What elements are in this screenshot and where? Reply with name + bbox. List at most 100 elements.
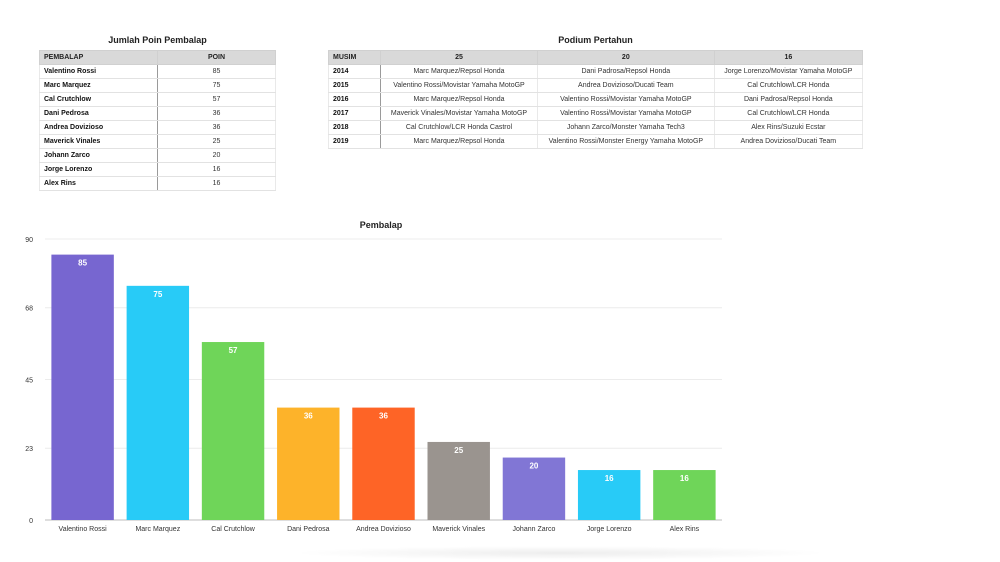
points-table-cell: 36 — [157, 106, 276, 121]
bar — [427, 441, 490, 520]
column-header-pembalap: PEMBALAP — [39, 50, 158, 65]
podium-table-cell: Dani Padrosa/Repsol Honda — [713, 92, 864, 107]
podium-table-cell: Valentino Rossi/Movistar Yamaha MotoGP — [380, 78, 538, 93]
points-table-cell: Cal Crutchlow — [39, 92, 158, 107]
background-shadow — [290, 546, 830, 560]
x-tick-label: Alex Rins — [670, 526, 700, 533]
points-table-cell: Valentino Rossi — [39, 64, 158, 79]
bar-value-label: 85 — [78, 259, 87, 268]
points-table-cell: Dani Pedrosa — [39, 106, 158, 121]
podium-table-cell: Andrea Dovizioso/Ducati Team — [713, 134, 864, 149]
bar-value-label: 57 — [229, 346, 238, 355]
bar — [126, 285, 190, 520]
points-table-row: Johann Zarco 20 — [39, 148, 276, 163]
podium-table-header-row: MUSIM 25 20 16 — [328, 50, 864, 65]
points-table-cell: Johann Zarco — [39, 148, 158, 163]
podium-table-cell: 2017 — [328, 106, 381, 121]
points-table-row: Cal Crutchlow 57 — [39, 92, 276, 107]
podium-table: MUSIM 25 20 16 2014 Marc Marquez/Repsol H… — [328, 50, 864, 149]
podium-table-cell: Valentino Rossi/Movistar Yamaha MotoGP — [536, 106, 715, 121]
bar — [653, 470, 716, 520]
podium-table-cell: Cal Crutchlow/LCR Honda — [713, 78, 864, 93]
podium-table-cell: Valentino Rossi/Movistar Yamaha MotoGP — [536, 92, 715, 107]
points-table-cell: 16 — [157, 176, 276, 191]
bar-value-label: 16 — [680, 474, 689, 483]
points-table-cell: 16 — [157, 162, 276, 177]
column-header-20: 20 — [536, 50, 715, 65]
podium-table-cell: Marc Marquez/Repsol Honda — [380, 134, 538, 149]
bar-value-label: 36 — [379, 412, 388, 421]
points-table-cell: Andrea Dovizioso — [39, 120, 158, 135]
points-table: PEMBALAP POIN Valentino Rossi 85 Marc Marq… — [39, 50, 276, 191]
points-table-cell: 25 — [157, 134, 276, 149]
x-tick-label: Dani Pedrosa — [287, 526, 330, 533]
podium-table-cell: Marc Marquez/Repsol Honda — [380, 92, 538, 107]
column-header-25: 25 — [380, 50, 538, 65]
y-tick-label: 23 — [25, 446, 33, 453]
y-tick-label: 68 — [25, 306, 33, 313]
points-table-row: Marc Marquez 75 — [39, 78, 276, 93]
x-tick-label: Maverick Vinales — [432, 526, 485, 533]
podium-table-cell: Maverick Vinales/Movistar Yamaha MotoGP — [380, 106, 538, 121]
x-tick-label: Johann Zarco — [513, 526, 556, 533]
podium-table-row: 2018 Cal Crutchlow/LCR Honda Castrol Johan… — [328, 120, 864, 135]
podium-table-row: 2019 Marc Marquez/Repsol Honda Valentino R… — [328, 134, 864, 149]
podium-table-row: 2014 Marc Marquez/Repsol Honda Dani Padros… — [328, 64, 864, 79]
points-table-cell: Jorge Lorenzo — [39, 162, 158, 177]
x-tick-label: Andrea Dovizioso — [356, 526, 411, 533]
bar — [577, 470, 641, 520]
points-table-header-row: PEMBALAP POIN — [39, 50, 276, 65]
bar-value-label: 25 — [454, 446, 463, 455]
bar-value-label: 36 — [304, 412, 313, 421]
podium-table-cell: Valentino Rossi/Monster Energy Yamaha Mo… — [536, 134, 715, 149]
bar-value-label: 75 — [153, 290, 162, 299]
points-table-cell: 85 — [157, 64, 276, 79]
podium-table-cell: 2015 — [328, 78, 381, 93]
bar — [201, 342, 265, 520]
bar — [51, 254, 114, 520]
podium-table-cell: Johann Zarco/Monster Yamaha Tech3 — [536, 120, 715, 135]
podium-table-cell: Cal Crutchlow/LCR Honda — [713, 106, 864, 121]
points-table-cell: 20 — [157, 148, 276, 163]
points-table-row: Andrea Dovizioso 36 — [39, 120, 276, 135]
podium-table-row: 2015 Valentino Rossi/Movistar Yamaha Moto… — [328, 78, 864, 93]
y-tick-label: 90 — [25, 237, 33, 244]
x-tick-label: Marc Marquez — [135, 526, 180, 533]
x-tick-label: Valentino Rossi — [59, 526, 108, 533]
bar-value-label: 20 — [529, 462, 538, 471]
podium-table-cell: Jorge Lorenzo/Movistar Yamaha MotoGP — [713, 64, 864, 79]
x-tick-label: Jorge Lorenzo — [587, 526, 632, 533]
points-table-cell: Marc Marquez — [39, 78, 158, 93]
points-table-row: Dani Pedrosa 36 — [39, 106, 276, 121]
bar — [277, 407, 340, 520]
x-tick-label: Cal Crutchlow — [211, 526, 256, 533]
podium-table-title: Podium Pertahun — [558, 35, 633, 45]
podium-table-cell: Cal Crutchlow/LCR Honda Castrol — [380, 120, 538, 135]
chart-title: Pembalap — [360, 220, 403, 230]
column-header-musim: MUSIM — [328, 50, 381, 65]
points-table-row: Jorge Lorenzo 16 — [39, 162, 276, 177]
podium-table-cell: 2018 — [328, 120, 381, 135]
points-table-cell: Alex Rins — [39, 176, 158, 191]
points-table-row: Alex Rins 16 — [39, 176, 276, 191]
podium-table-cell: Alex Rins/Suzuki Ecstar — [713, 120, 864, 135]
points-table-cell: Maverick Vinales — [39, 134, 158, 149]
points-table-row: Valentino Rossi 85 — [39, 64, 276, 79]
podium-table-cell: Dani Padrosa/Repsol Honda — [536, 64, 715, 79]
points-table-cell: 57 — [157, 92, 276, 107]
column-header-16: 16 — [713, 50, 864, 65]
podium-table-row: 2017 Maverick Vinales/Movistar Yamaha Mot… — [328, 106, 864, 121]
bar — [502, 457, 566, 520]
bar — [352, 407, 415, 520]
column-header-poin: POIN — [157, 50, 276, 65]
points-bar-chart: Pembalap 0 23 45 68 90 85 Valentino Rossi 75 Mar… — [25, 220, 722, 533]
y-tick-label: 45 — [25, 378, 33, 385]
points-table-cell: 36 — [157, 120, 276, 135]
bar-value-label: 16 — [605, 474, 614, 483]
podium-table-cell: 2019 — [328, 134, 381, 149]
points-table-cell: 75 — [157, 78, 276, 93]
podium-table-cell: Marc Marquez/Repsol Honda — [380, 64, 538, 79]
podium-table-row: 2016 Marc Marquez/Repsol Honda Valentino R… — [328, 92, 864, 107]
podium-table-cell: Andrea Dovizioso/Ducati Team — [536, 78, 715, 93]
y-tick-label: 0 — [29, 518, 33, 525]
